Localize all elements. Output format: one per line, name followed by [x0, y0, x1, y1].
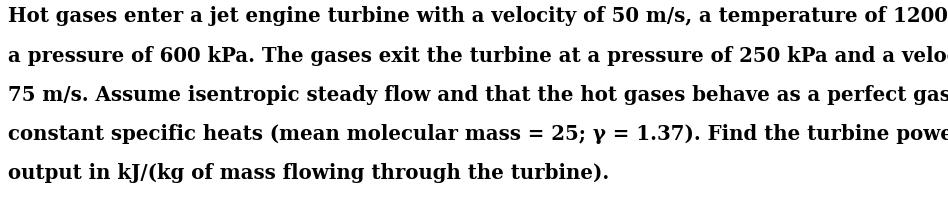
- Text: constant specific heats (mean molecular mass = 25; γ = 1.37). Find the turbine p: constant specific heats (mean molecular …: [8, 124, 948, 144]
- Text: Hot gases enter a jet engine turbine with a velocity of 50 m/s, a temperature of: Hot gases enter a jet engine turbine wit…: [8, 6, 948, 26]
- Text: output in kJ/(kg of mass flowing through the turbine).: output in kJ/(kg of mass flowing through…: [8, 163, 609, 183]
- Text: a pressure of 600 kPa. The gases exit the turbine at a pressure of 250 kPa and a: a pressure of 600 kPa. The gases exit th…: [8, 46, 948, 66]
- Text: 75 m/s. Assume isentropic steady flow and that the hot gases behave as a perfect: 75 m/s. Assume isentropic steady flow an…: [8, 85, 948, 105]
